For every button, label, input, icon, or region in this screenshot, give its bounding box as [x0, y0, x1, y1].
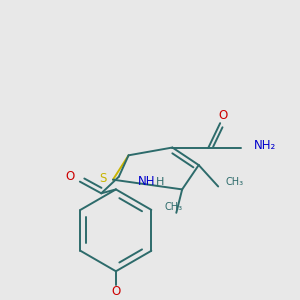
Text: NH₂: NH₂	[254, 139, 277, 152]
Text: S: S	[100, 172, 107, 185]
Text: CH₃: CH₃	[226, 177, 244, 187]
Text: O: O	[65, 170, 75, 183]
Text: O: O	[111, 285, 121, 298]
Text: H: H	[156, 177, 164, 187]
Text: CH₃: CH₃	[164, 202, 182, 212]
Text: O: O	[218, 109, 228, 122]
Text: NH: NH	[138, 175, 156, 188]
